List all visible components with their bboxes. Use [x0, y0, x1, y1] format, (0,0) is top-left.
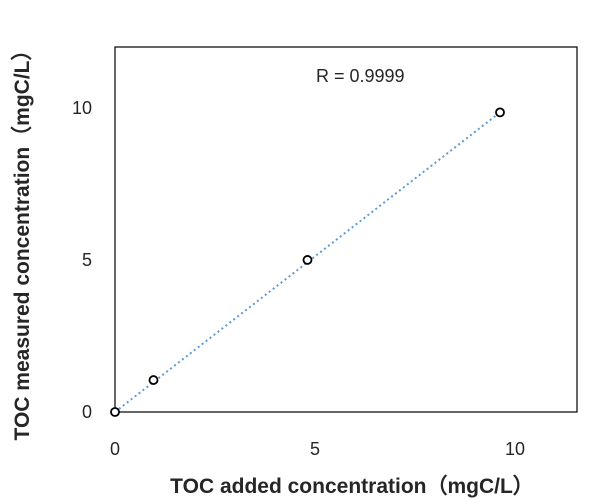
y-tick-label: 5: [82, 250, 92, 270]
x-tick-labels: 0 5 10: [110, 439, 525, 459]
x-axis-title: TOC added concentration（mgC/L）: [170, 474, 534, 498]
x-tick-label: 0: [110, 439, 120, 459]
y-tick-label: 0: [82, 402, 92, 422]
plot-area: [114, 46, 578, 413]
trendline: [114, 111, 501, 413]
y-axis-title: TOC measured concentration（mgC/L）: [10, 39, 34, 440]
data-points: [110, 107, 505, 417]
data-point: [302, 255, 313, 265]
y-tick-label: 10: [72, 98, 92, 118]
y-tick-labels: 0 5 10: [72, 98, 92, 422]
x-tick-label: 5: [310, 439, 320, 459]
data-point: [148, 375, 159, 385]
data-point: [495, 107, 505, 118]
x-tick-label: 10: [505, 439, 525, 459]
r-value-annotation: R = 0.9999: [316, 66, 405, 86]
data-point: [110, 407, 120, 417]
